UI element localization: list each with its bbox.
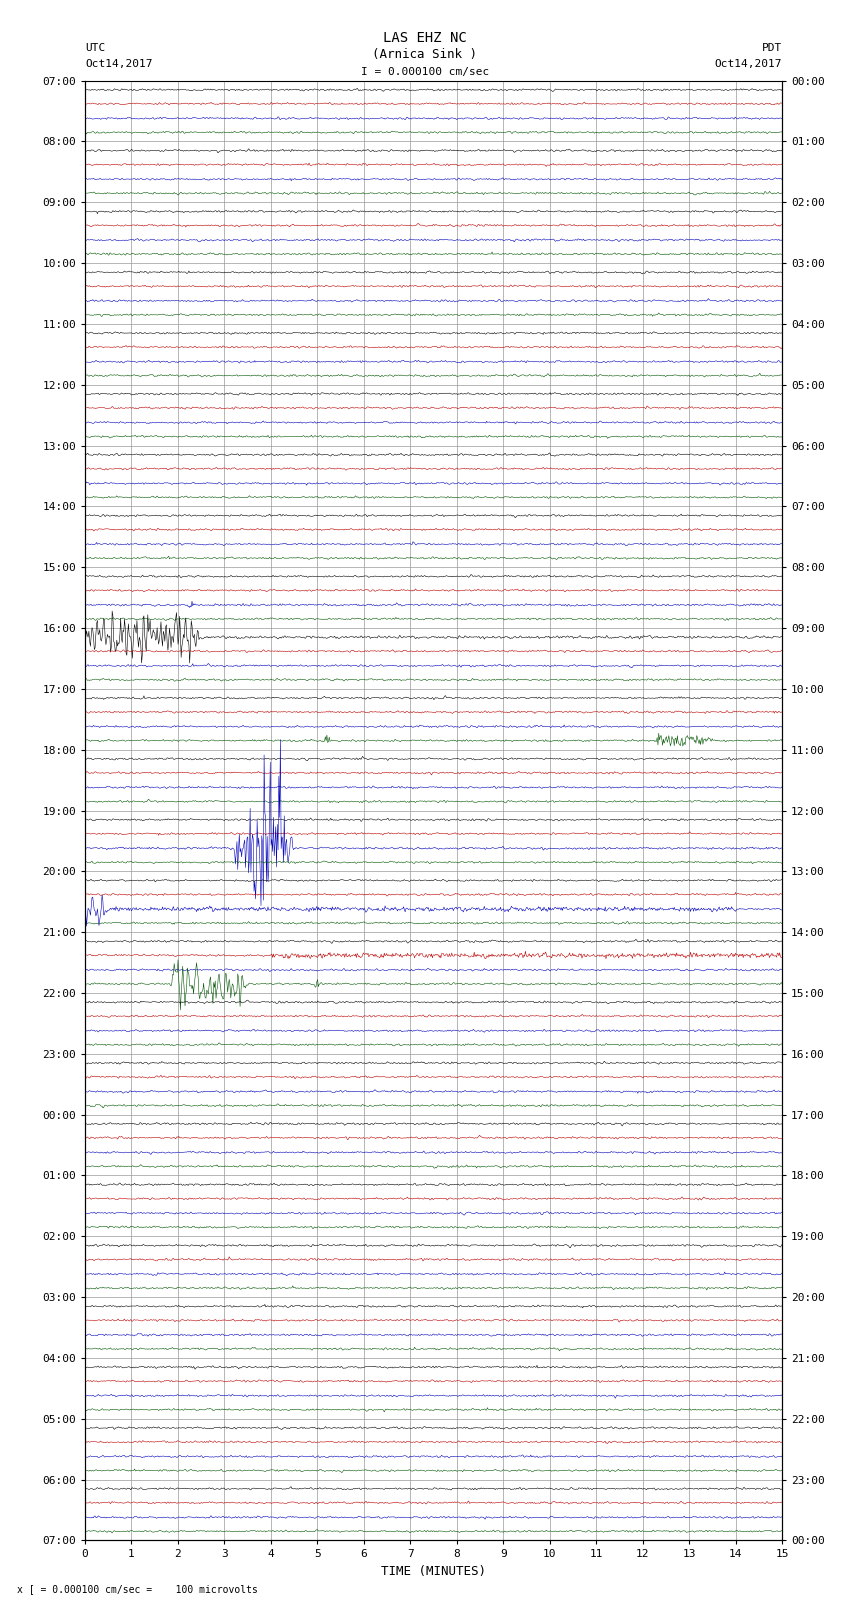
Text: (Arnica Sink ): (Arnica Sink ) <box>372 48 478 61</box>
Text: PDT: PDT <box>762 44 782 53</box>
Text: I = 0.000100 cm/sec: I = 0.000100 cm/sec <box>361 68 489 77</box>
X-axis label: TIME (MINUTES): TIME (MINUTES) <box>381 1565 486 1578</box>
Text: LAS EHZ NC: LAS EHZ NC <box>383 31 467 45</box>
Text: Oct14,2017: Oct14,2017 <box>85 60 152 69</box>
Text: x [ = 0.000100 cm/sec =    100 microvolts: x [ = 0.000100 cm/sec = 100 microvolts <box>17 1584 258 1594</box>
Text: Oct14,2017: Oct14,2017 <box>715 60 782 69</box>
Text: UTC: UTC <box>85 44 105 53</box>
